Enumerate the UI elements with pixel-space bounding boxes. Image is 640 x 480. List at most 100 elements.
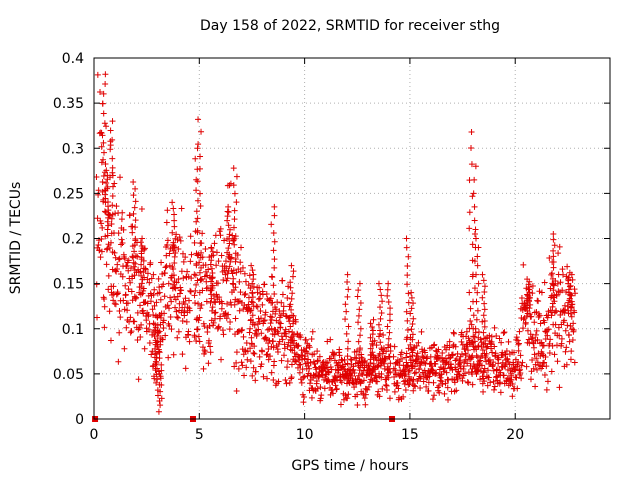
data-point (325, 369, 332, 376)
data-point (466, 337, 473, 344)
data-point (515, 358, 522, 365)
data-point (405, 290, 412, 297)
data-point (532, 331, 539, 338)
y-tick-label: 0.05 (53, 367, 84, 383)
data-point (386, 395, 393, 402)
data-point (544, 332, 551, 339)
data-point (487, 379, 494, 386)
data-point (135, 376, 142, 383)
data-point (474, 354, 481, 361)
data-point (553, 342, 560, 349)
data-point (462, 352, 469, 359)
data-point (408, 294, 415, 301)
data-point (263, 351, 270, 358)
data-point (313, 366, 320, 373)
data-point (175, 246, 182, 253)
data-point (497, 379, 504, 386)
data-point (203, 298, 210, 305)
data-point (119, 273, 126, 280)
data-point (268, 325, 275, 332)
data-point (534, 336, 541, 343)
data-point (249, 372, 256, 379)
data-point (174, 293, 181, 300)
data-point (178, 287, 185, 294)
data-point (110, 283, 117, 290)
data-point (481, 318, 488, 325)
data-point (183, 318, 190, 325)
data-point (284, 358, 291, 365)
data-point (300, 399, 307, 406)
data-point (104, 183, 111, 190)
data-point (457, 353, 464, 360)
data-point (227, 226, 234, 233)
data-point (344, 395, 351, 402)
data-point (290, 268, 297, 275)
data-point (136, 302, 143, 309)
data-point (99, 100, 106, 107)
data-point (466, 225, 473, 232)
data-point (129, 223, 136, 230)
data-point (376, 393, 383, 400)
data-point (387, 305, 394, 312)
data-point (475, 244, 482, 251)
data-point (156, 349, 163, 356)
data-point (161, 293, 168, 300)
data-point (472, 226, 479, 233)
data-point (194, 252, 201, 259)
data-point (224, 275, 231, 282)
data-point (541, 279, 548, 286)
data-point (261, 317, 268, 324)
data-point (226, 240, 233, 247)
data-point (297, 361, 304, 368)
data-point (457, 359, 464, 366)
data-point (459, 377, 466, 384)
data-point (271, 238, 278, 245)
data-point (112, 301, 119, 308)
data-point (551, 242, 558, 249)
data-point (342, 301, 349, 308)
data-point (266, 337, 273, 344)
data-point (170, 351, 177, 358)
data-point (119, 239, 126, 246)
data-point (268, 221, 275, 228)
data-point (245, 282, 252, 289)
data-point (167, 294, 174, 301)
data-point (410, 315, 417, 322)
data-point (567, 310, 574, 317)
data-point (443, 346, 450, 353)
data-point (409, 320, 416, 327)
data-point (394, 380, 401, 387)
data-point (279, 291, 286, 298)
data-point (296, 369, 303, 376)
data-point (218, 252, 225, 259)
data-point (385, 280, 392, 287)
data-point (538, 289, 545, 296)
data-point (385, 335, 392, 342)
data-point (98, 130, 105, 137)
data-point (357, 332, 364, 339)
data-point (169, 229, 176, 236)
data-point (344, 360, 351, 367)
data-point (193, 218, 200, 225)
data-point (341, 356, 348, 363)
data-point (294, 330, 301, 337)
data-point (559, 287, 566, 294)
data-point (468, 145, 475, 152)
data-point (541, 319, 548, 326)
data-point (289, 329, 296, 336)
data-point (377, 339, 384, 346)
data-point (191, 239, 198, 246)
data-point (307, 380, 314, 387)
data-point (432, 361, 439, 368)
data-point (247, 307, 254, 314)
data-point (138, 272, 145, 279)
data-point (160, 324, 167, 331)
data-point (367, 345, 374, 352)
data-point (244, 348, 251, 355)
data-point (342, 316, 349, 323)
data-point (156, 284, 163, 291)
data-point (108, 220, 115, 227)
data-point (196, 269, 203, 276)
data-point (94, 71, 101, 78)
data-point (99, 224, 106, 231)
